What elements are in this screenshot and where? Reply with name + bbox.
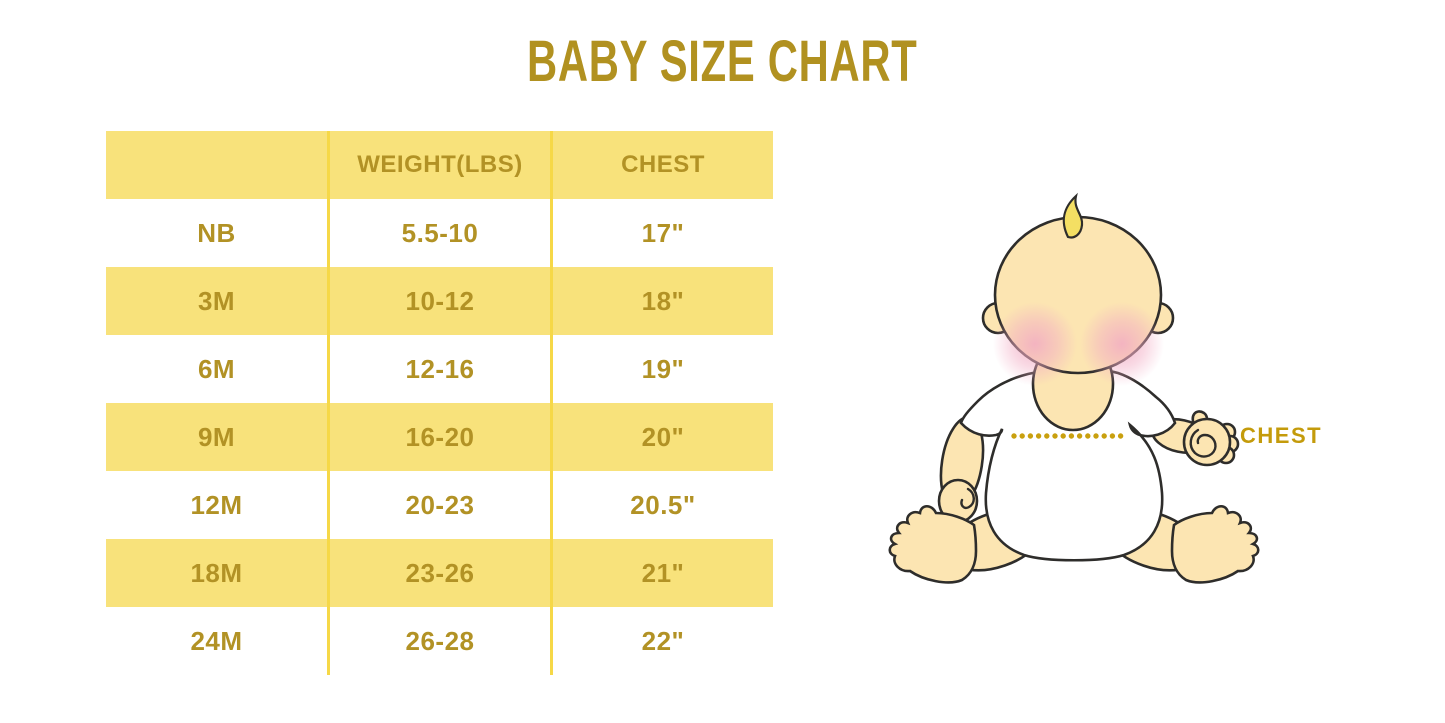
weight-cell: 5.5-10 (327, 199, 550, 267)
baby-right-cheek-blush (1080, 302, 1164, 386)
chest-cell: 18" (550, 267, 773, 335)
chest-cell: 20" (550, 403, 773, 471)
table-row: 12M 20-23 20.5" (106, 471, 773, 539)
chest-cell: 17" (550, 199, 773, 267)
baby-illustration (888, 192, 1260, 584)
size-cell: 9M (197, 421, 236, 452)
chest-cell: 19" (550, 335, 773, 403)
table-row: 9M 16-20 20" (106, 403, 773, 471)
size-table: WEIGHT(LBS) CHEST NB 5.5-10 17" 3M 10-12… (106, 131, 773, 675)
table-row: 3M 10-12 18" (106, 267, 773, 335)
page-title: BABY SIZE CHART (527, 29, 918, 94)
weight-cell: 23-26 (327, 539, 550, 607)
baby-left-cheek-blush (993, 302, 1077, 386)
chest-cell: 22" (550, 607, 773, 675)
header-chest: CHEST (550, 131, 773, 199)
size-cell: 18M (190, 557, 243, 588)
table-row: 6M 12-16 19" (106, 335, 773, 403)
chest-label: CHEST (1240, 423, 1323, 448)
header-size (106, 131, 327, 199)
baby-shirt (959, 368, 1177, 562)
size-cell: 3M (197, 285, 236, 316)
baby-hair-tuft (1062, 192, 1084, 239)
chest-cell: 20.5" (550, 471, 773, 539)
baby-left-arm (937, 416, 985, 524)
table-row: 24M 26-28 22" (106, 607, 773, 675)
size-cell: 12M (190, 489, 243, 520)
size-cell: 6M (197, 353, 236, 384)
weight-cell: 20-23 (327, 471, 550, 539)
table-row: NB 5.5-10 17" (106, 199, 773, 267)
size-cell: 24M (190, 625, 243, 656)
weight-cell: 26-28 (327, 607, 550, 675)
weight-cell: 10-12 (327, 267, 550, 335)
weight-cell: 12-16 (327, 335, 550, 403)
weight-cell: 16-20 (327, 403, 550, 471)
header-weight: WEIGHT(LBS) (327, 131, 550, 199)
size-cell: NB (197, 217, 236, 248)
baby-right-arm (1151, 410, 1240, 467)
baby-right-leg (1102, 504, 1260, 584)
chest-cell: 21" (550, 539, 773, 607)
table-header-row: WEIGHT(LBS) CHEST (106, 131, 773, 199)
table-row: 18M 23-26 21" (106, 539, 773, 607)
